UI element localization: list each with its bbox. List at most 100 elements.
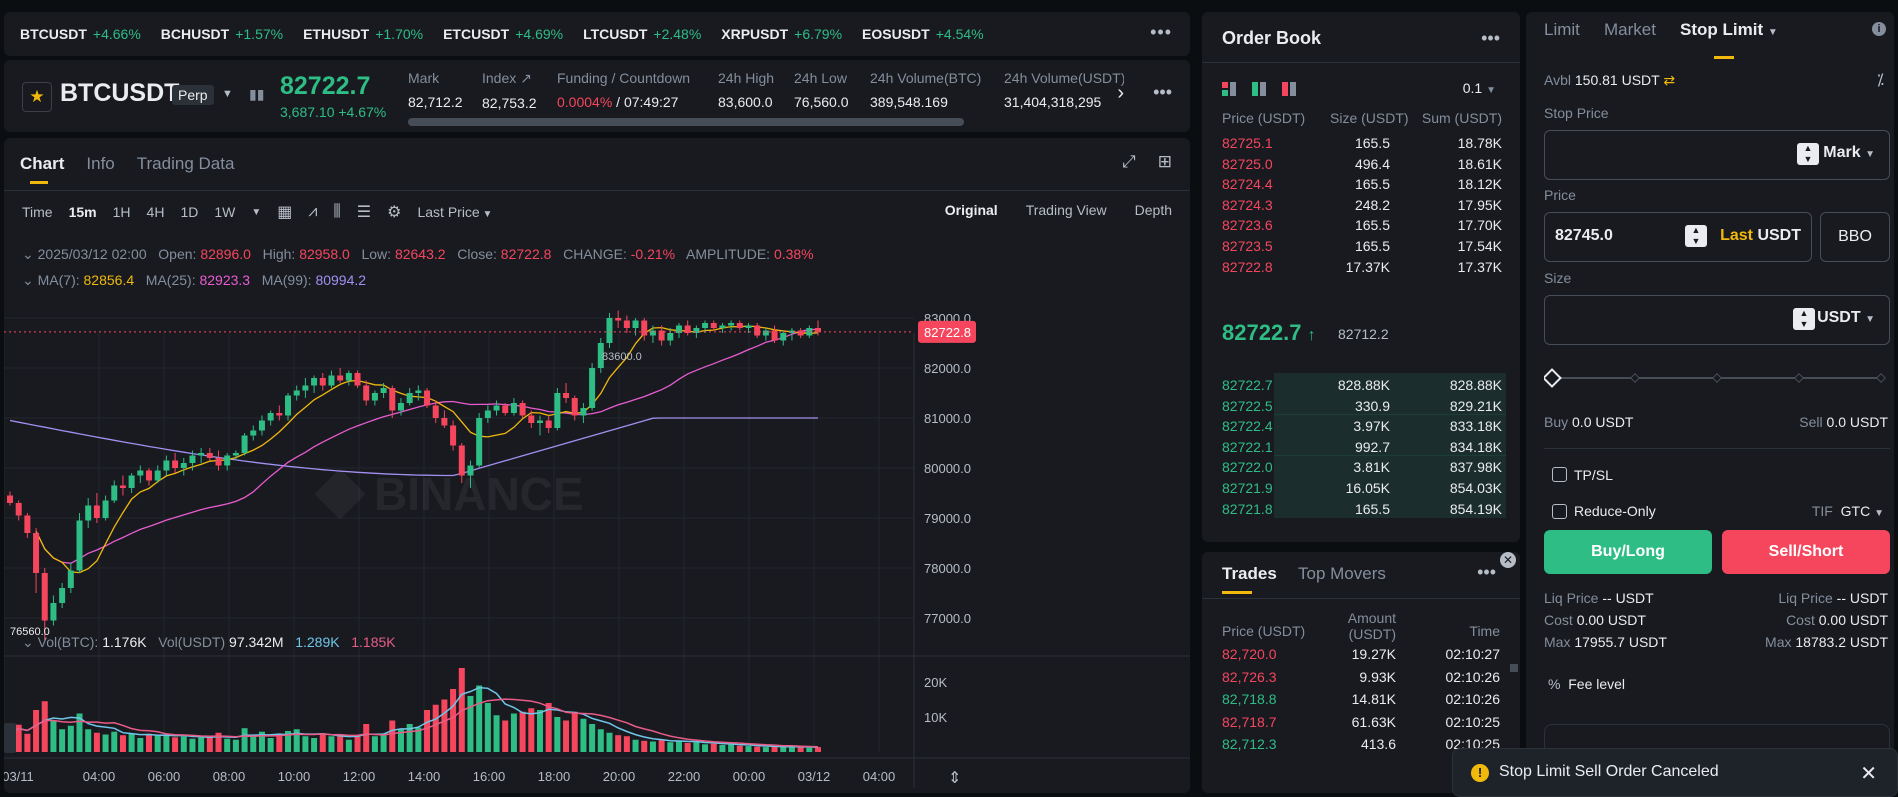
ticker-item[interactable]: ETHUSDT +1.70% [303, 26, 423, 42]
tpsl-checkbox[interactable] [1552, 467, 1567, 482]
volume-bar [528, 708, 535, 752]
symbol-dropdown-icon[interactable]: ▼ [222, 88, 233, 100]
volume-bar [250, 736, 257, 752]
chart-tab[interactable]: Info [86, 154, 115, 173]
chart-tab[interactable]: Trading Data [136, 154, 235, 173]
asks-only-icon[interactable] [1282, 82, 1296, 96]
more-icon[interactable]: ••• [1153, 82, 1172, 102]
ob-row[interactable]: 82721.8 165.5 854.19K [1202, 496, 1520, 522]
stop-price-input[interactable]: ▲ ▼ Mark ▼ [1544, 130, 1890, 180]
tab-top-movers[interactable]: Top Movers [1298, 564, 1386, 583]
price-type-select[interactable]: Last Price ▼ [417, 204, 493, 220]
candle [597, 338, 604, 373]
ob-row[interactable]: 82723.5 165.5 17.54K [1202, 234, 1520, 259]
interval-option[interactable]: 1D [180, 204, 199, 220]
more-icon[interactable]: ••• [1477, 562, 1496, 582]
ticker-item[interactable]: LTCUSDT +2.48% [583, 26, 701, 42]
interval-option[interactable]: 15m [68, 204, 97, 220]
ma99-line [9, 417, 818, 477]
volume-bar [493, 715, 500, 752]
stop-price-type-select[interactable]: Mark ▼ [1823, 144, 1875, 161]
volume-bar [745, 746, 752, 752]
volume-bar [59, 729, 66, 752]
reduce-only-checkbox[interactable] [1552, 504, 1567, 519]
tif-select[interactable]: TIF GTC ▼ [1811, 503, 1884, 519]
buy-long-button[interactable]: Buy/Long [1544, 530, 1712, 574]
symbol-name[interactable]: BTCUSDT [60, 79, 180, 107]
volume-bar [345, 739, 352, 752]
ticker-item[interactable]: BCHUSDT +1.57% [161, 26, 283, 42]
sell-short-button[interactable]: Sell/Short [1722, 530, 1890, 574]
more-icon[interactable]: ••• [1150, 22, 1172, 42]
price-input[interactable]: 82745.0 ▲ ▼ Last USDT [1544, 212, 1812, 262]
chart-tabs: Chart Info Trading Data [20, 154, 235, 184]
bids-only-icon[interactable] [1252, 82, 1266, 96]
ob-row[interactable]: 82724.3 248.2 17.95K [1202, 193, 1520, 218]
interval-option[interactable]: 4H [146, 204, 165, 220]
y-tick-label: 81000.0 [924, 411, 971, 426]
ob-row[interactable]: 82722.4 3.97K 833.18K [1202, 414, 1520, 439]
stat-value: 389,548.169 [870, 94, 948, 110]
candle-type-icon[interactable]: ⫼ [333, 203, 341, 220]
interval-option[interactable]: 1W [214, 204, 236, 220]
ob-row[interactable]: 82722.0 3.81K 837.98K [1202, 455, 1520, 480]
ob-sum: 837.98K [1449, 459, 1502, 476]
view-option[interactable]: Original [944, 202, 998, 218]
candlestick-chart[interactable]: BINANCE 82000.0 81000.0 80000.0 79000.0 78000… [4, 138, 1190, 793]
chart-tab[interactable]: Chart [20, 154, 65, 184]
size-input[interactable]: ▲ ▼ USDT ▼ [1544, 295, 1890, 345]
fit-height-icon[interactable]: ⇕ [948, 770, 961, 787]
chart-side-toggle[interactable] [4, 723, 16, 753]
tab-limit[interactable]: Limit [1544, 20, 1580, 39]
tick-size-select[interactable]: 0.1 ▼ [1462, 80, 1496, 96]
ticker-item[interactable]: EOSUSDT +4.54% [862, 26, 984, 42]
ob-row[interactable]: 82722.5 330.9 829.21K [1202, 393, 1520, 419]
interval-dropdown-icon[interactable]: ▼ [251, 206, 262, 218]
interval-option[interactable]: Time [22, 204, 53, 220]
close-icon[interactable]: ✕ [1860, 763, 1877, 785]
calendar-icon[interactable]: ▦ [277, 204, 293, 221]
tab-trades[interactable]: Trades [1222, 564, 1277, 583]
layout-icon[interactable]: ⊞ [1157, 152, 1172, 171]
favorite-star-icon[interactable]: ★ [22, 82, 52, 112]
ob-row[interactable]: 82722.8 17.37K 17.37K [1202, 255, 1520, 280]
info-icon[interactable]: i [1872, 22, 1886, 36]
ticker-item[interactable]: BTCUSDT +4.66% [20, 26, 141, 42]
candle [675, 323, 682, 338]
ticker-item[interactable]: ETCUSDT +4.69% [443, 26, 563, 42]
interval-option[interactable]: 1H [112, 204, 131, 220]
ticker-item[interactable]: XRPUSDT +6.79% [721, 26, 842, 42]
stats-scrollbar[interactable] [408, 118, 964, 126]
bbo-button[interactable]: BBO [1820, 212, 1890, 262]
ob-row[interactable]: 82722.7 828.88K 828.88K [1202, 373, 1520, 398]
ob-row[interactable]: 82723.6 165.5 17.70K [1202, 213, 1520, 238]
view-option[interactable]: Depth [1134, 202, 1172, 218]
ob-row[interactable]: 82724.4 165.5 18.12K [1202, 172, 1520, 197]
book-icon[interactable]: ▮▮ [249, 86, 265, 102]
both-sides-icon[interactable] [1222, 82, 1236, 96]
ob-row[interactable]: 82721.9 16.05K 854.03K [1202, 476, 1520, 501]
tab-stop-limit[interactable]: Stop Limit ▼ [1680, 20, 1778, 39]
ob-row[interactable]: 82722.1 992.7 834.18K [1202, 434, 1520, 460]
indicator-icon[interactable]: ⩘ [308, 203, 318, 220]
size-slider[interactable] [1544, 368, 1890, 388]
chevron-right-icon[interactable]: › [1117, 82, 1124, 104]
fee-level-link[interactable]: % Fee level [1548, 676, 1626, 692]
candle [719, 323, 726, 333]
candle [728, 320, 735, 331]
stat-item: Funding / Countdown 0.0004% / 07:49:27 [557, 70, 690, 110]
ob-row[interactable]: 82725.0 496.4 18.61K [1202, 152, 1520, 177]
expand-icon[interactable]: ⤢ [1122, 152, 1136, 171]
view-option[interactable]: Trading View [1025, 202, 1107, 218]
template-icon[interactable]: ☰ [356, 204, 372, 221]
size-unit-select[interactable]: USDT ▼ [1817, 309, 1875, 326]
settings-icon[interactable]: ⚙ [387, 204, 402, 221]
calculator-icon[interactable]: ⁒ [1876, 72, 1884, 89]
close-icon[interactable]: ✕ [1500, 552, 1516, 568]
tab-market[interactable]: Market [1604, 20, 1656, 39]
ob-row[interactable]: 82725.1 165.5 18.78K [1202, 131, 1520, 156]
trade-row: 82,718.8 14.81K 02:10:26 [1202, 689, 1520, 713]
trades-scrollbar[interactable] [1510, 664, 1518, 672]
more-icon[interactable]: ••• [1481, 28, 1500, 48]
tpsl-label: TP/SL [1574, 467, 1613, 483]
